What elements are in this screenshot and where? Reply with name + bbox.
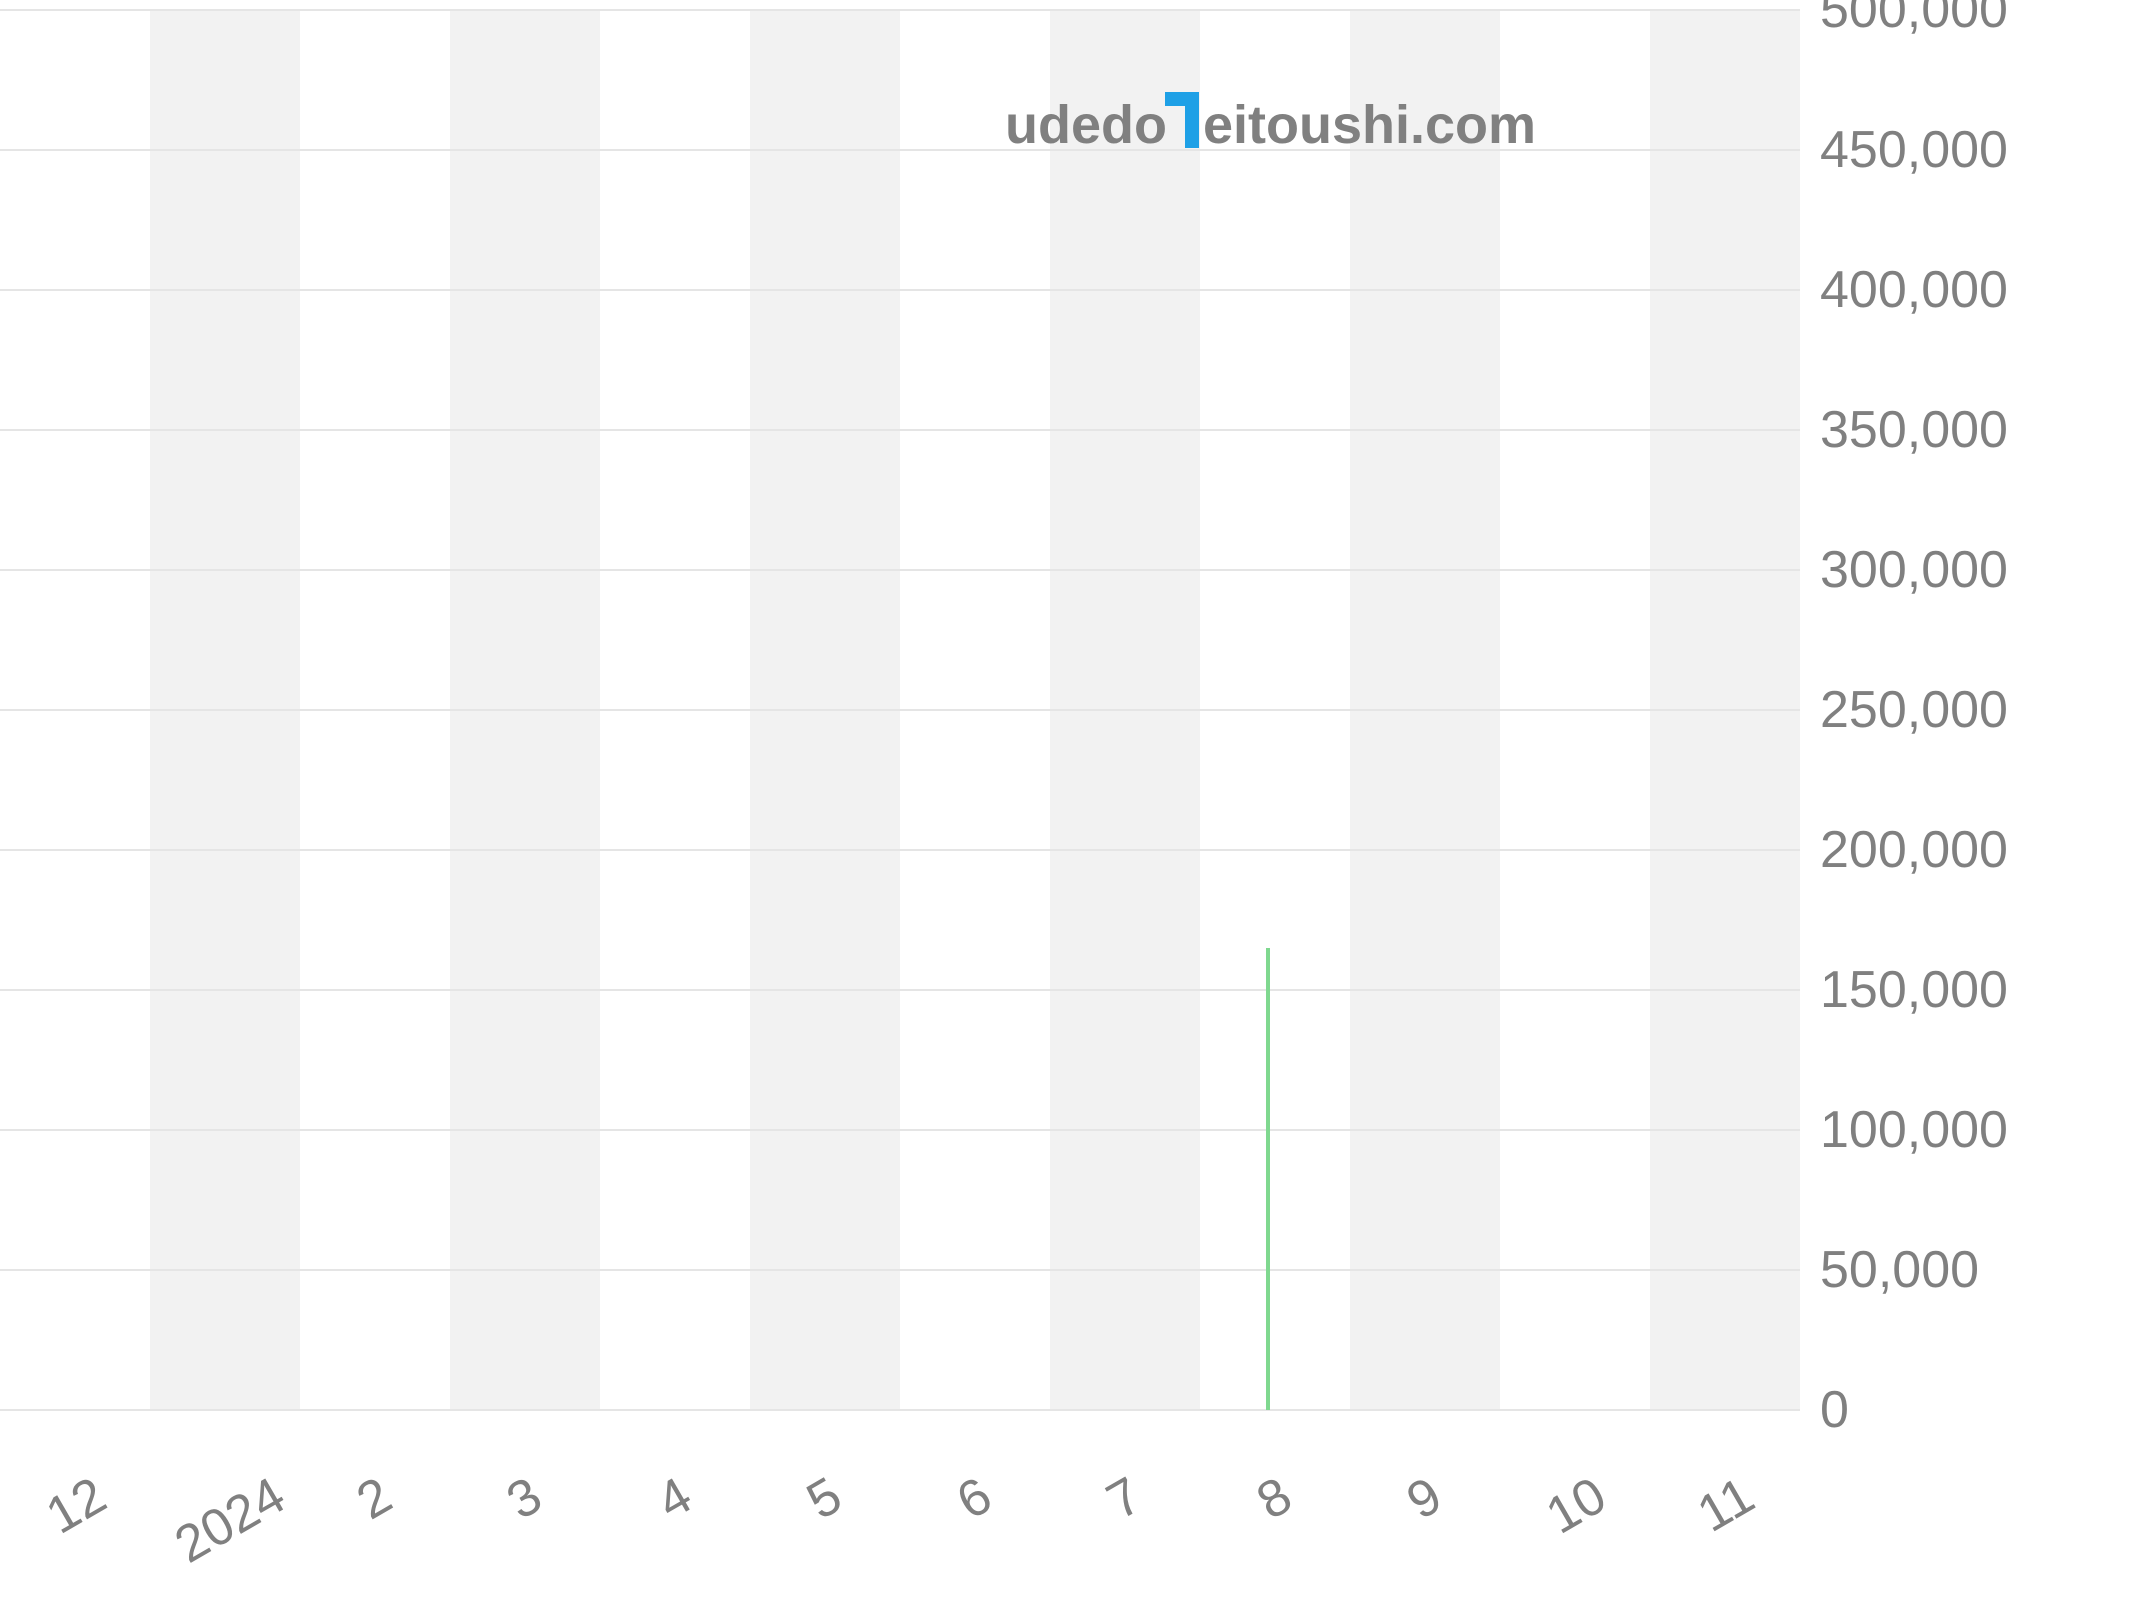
x-tick-label: 3: [499, 1469, 550, 1528]
gridline: [0, 1269, 1800, 1271]
watermark-logo-icon: [1165, 92, 1205, 161]
watermark-text-right: eitoushi.com: [1203, 95, 1536, 155]
gridline: [0, 1129, 1800, 1131]
x-tick-label: 2024: [167, 1469, 293, 1572]
y-tick-label: 150,000: [1820, 964, 2008, 1016]
y-tick-label: 50,000: [1820, 1244, 1979, 1296]
price-chart: 0 50,000 100,000 150,000 200,000 250,000 300,0…: [0, 0, 2144, 1600]
x-tick-label: 11: [1690, 1469, 1763, 1541]
gridline: [0, 1409, 1800, 1411]
gridline: [0, 849, 1800, 851]
x-tick-label: 6: [949, 1469, 1000, 1528]
x-tick-label: 12: [38, 1469, 114, 1543]
y-tick-label: 0: [1820, 1384, 1849, 1436]
y-tick-label: 200,000: [1820, 824, 2008, 876]
y-tick-label: 450,000: [1820, 124, 2008, 176]
watermark: udedo eitoushi.com: [1005, 92, 1536, 165]
gridline: [0, 569, 1800, 571]
y-tick-label: 400,000: [1820, 264, 2008, 316]
plot-area: [0, 10, 1800, 1410]
y-tick-label: 500,000: [1820, 0, 2008, 36]
bar: [1266, 948, 1270, 1410]
y-tick-label: 300,000: [1820, 544, 2008, 596]
gridline: [0, 989, 1800, 991]
x-tick-label: 5: [799, 1469, 850, 1528]
gridline: [0, 429, 1800, 431]
y-tick-label: 100,000: [1820, 1104, 2008, 1156]
x-tick-label: 8: [1249, 1469, 1300, 1528]
x-tick-label: 7: [1099, 1469, 1150, 1528]
x-tick-label: 10: [1538, 1469, 1614, 1543]
gridline: [0, 289, 1800, 291]
x-tick-label: 9: [1399, 1469, 1450, 1528]
watermark-text-left: udedo: [1005, 95, 1167, 155]
gridline: [0, 9, 1800, 11]
y-tick-label: 250,000: [1820, 684, 2008, 736]
x-tick-label: 2: [349, 1469, 400, 1528]
gridline: [0, 709, 1800, 711]
y-tick-label: 350,000: [1820, 404, 2008, 456]
x-tick-label: 4: [649, 1469, 700, 1528]
